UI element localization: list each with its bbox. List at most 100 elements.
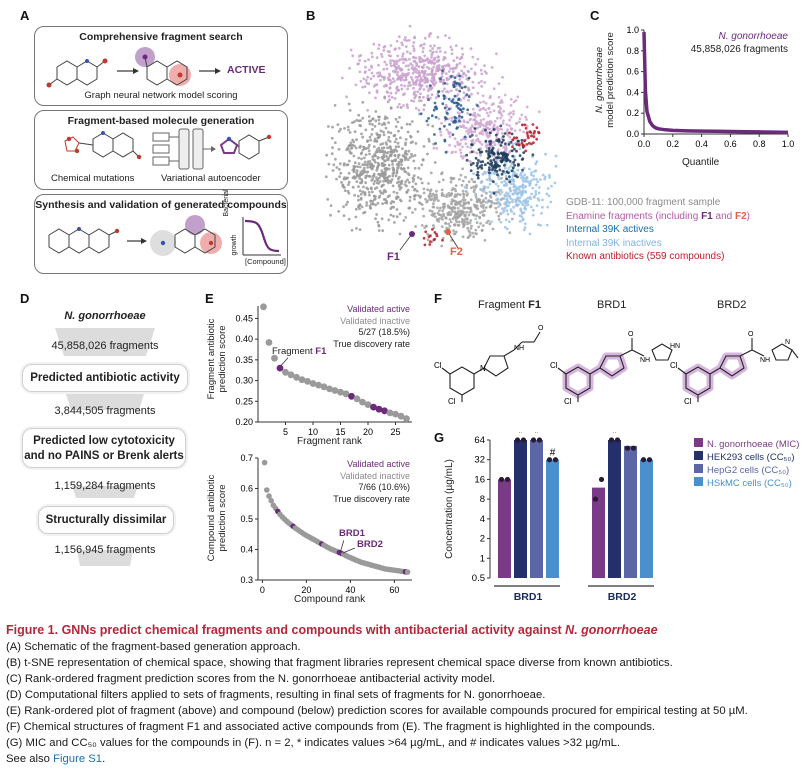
e-top-point-active: [381, 407, 388, 415]
panel-d-label: D: [20, 291, 30, 306]
e-top-annotation-prefix: Fragment: [272, 346, 316, 357]
g-group-label: BRD1: [514, 591, 543, 603]
box2-left-caption: Chemical mutations: [51, 173, 135, 184]
e-top-point-inactive: [282, 368, 289, 376]
g-bar: [640, 459, 653, 578]
box-fragment-search: Comprehensive fragment search ACTIVE Gra…: [34, 26, 288, 106]
g-legend-swatch-2: [694, 451, 703, 460]
g-ytick-label: 0.5: [472, 573, 485, 584]
e-bottom-xtick-label: 0: [260, 585, 265, 594]
e-top-ylabel: Fragment antibiotic prediction score: [206, 294, 228, 424]
box1-caption: Graph neural network model scoring: [84, 90, 238, 101]
e-top-point-inactive: [287, 371, 295, 379]
caption-title-plain: Figure 1. GNNs predict chemical fragment…: [6, 623, 566, 637]
g-bar: [592, 487, 605, 578]
g-replicate-point: [530, 437, 537, 443]
e-top-ylabel-1: Fragment antibiotic: [206, 318, 217, 400]
e-top-annotation: Fragment F1: [272, 346, 326, 357]
f1-o: O: [538, 325, 544, 332]
e-top-point-inactive: [342, 390, 350, 398]
c-ytick-label: 0.2: [626, 108, 639, 118]
e-top-ytick-label: 0.25: [235, 396, 253, 406]
e-top-ytick-label: 0.20: [235, 417, 253, 427]
g-ytick-label: 2: [480, 534, 485, 545]
c-ytick-label: 0.6: [626, 67, 639, 77]
legend-enamine: Enamine fragments (including F1 and F2): [566, 210, 750, 224]
legend-enamine-text: Enamine fragments (including: [566, 210, 702, 222]
g-bar: [498, 479, 511, 578]
e-top-point-inactive: [386, 409, 394, 417]
e-top-xtick-label: 25: [390, 427, 400, 437]
f2-point: [445, 229, 451, 235]
g-legend-text-3: HepG2 cells (CC₅₀): [707, 465, 790, 476]
g-replicate-point: [646, 457, 653, 463]
panel-e-label: E: [205, 291, 214, 306]
g-replicate-point: [536, 437, 543, 443]
panel-a-label: A: [20, 8, 30, 23]
legend-inactives: Internal 39K inactives: [566, 237, 662, 249]
f1-nh: NH: [514, 345, 524, 352]
box3-xlabel: [Compound]: [245, 257, 286, 266]
g-bar-mark: *: [535, 432, 539, 439]
legend-enamine-f2: F2: [735, 210, 747, 222]
panel-g-label: G: [434, 430, 445, 445]
d-filter-3: Structurally dissimilar: [38, 506, 174, 534]
g-legend-swatch-1: [694, 438, 703, 447]
caption-title: Figure 1. GNNs predict chemical fragment…: [6, 623, 658, 637]
box3-title: Synthesis and validation of generated co…: [35, 199, 287, 211]
g-bar-mark: *: [519, 432, 523, 439]
g-replicate-point: [598, 476, 605, 483]
e-bottom-point-inactive: [404, 569, 411, 575]
e-bottom-point-inactive: [261, 459, 268, 466]
f1-structure: [441, 331, 541, 402]
e-top-point-inactive: [403, 415, 410, 423]
box3-ylabel: Bacterial: [223, 183, 231, 223]
g-bar: [608, 440, 621, 578]
g-legend-item-2: HEK293 cells (CC₅₀): [694, 451, 799, 464]
e-bottom-xtick-label: 40: [345, 585, 355, 594]
c-xtick-label: 0.6: [724, 139, 737, 149]
e-bottom-legend-inactive: Validated inactive: [340, 470, 410, 481]
box2-schematic: [64, 128, 272, 170]
e-bottom-legend-active: Validated active: [347, 459, 410, 469]
legend-antibiotics: Known antibiotics (559 compounds): [566, 251, 725, 262]
figure-s1-link[interactable]: Figure S1: [53, 753, 103, 765]
brd2-highlight: [682, 352, 748, 399]
e-bottom-annotation-pointer-2: [342, 547, 355, 554]
c-ytick-label: 0.8: [626, 46, 639, 56]
e-top-point-inactive: [271, 354, 278, 362]
e-top-ytick-label: 0.35: [235, 355, 253, 365]
e-bottom-ytick-label: 0.4: [240, 545, 253, 555]
e-top-point-inactive: [309, 380, 317, 387]
brd2-nh: NH: [760, 357, 770, 364]
brd2-o: O: [748, 331, 754, 338]
g-bar-mark: *: [613, 432, 617, 439]
g-ylabel: Concentration (µg/mL): [444, 459, 455, 559]
brd1-nh: NH: [640, 357, 650, 364]
e-top-ylabel-2: prediction score: [217, 325, 228, 393]
e-bottom-point-inactive: [266, 493, 272, 499]
brd1-o: O: [628, 331, 634, 338]
e-top-ytick-label: 0.45: [235, 313, 253, 323]
brd1-hn: HN: [670, 343, 680, 350]
e-top-xtick-label: 10: [308, 427, 318, 437]
e-top-xtick-label: 15: [335, 427, 345, 437]
e-top-point-inactive: [359, 398, 366, 406]
f2-label: F2: [450, 246, 463, 258]
f1-label: F1: [387, 251, 400, 263]
f-structures: Cl Cl N NH O Cl Cl O NH HN: [434, 325, 799, 406]
tsne-plot: [324, 24, 558, 251]
caption-line-c: (C) Rank-ordered fragment prediction sco…: [6, 673, 496, 685]
f1-pointer: [399, 233, 413, 251]
g-replicate-point: [608, 437, 615, 443]
brd1-structure: [557, 338, 673, 402]
legend-enamine-f1: F1: [701, 210, 713, 222]
f-name-1-bold: F1: [528, 299, 541, 311]
e-top-point-inactive: [364, 401, 372, 408]
g-legend-text-2: HEK293 cells (CC₅₀): [707, 452, 795, 463]
caption-line-d: (D) Computational filters applied to set…: [6, 689, 546, 701]
c-legend-2: 45,858,026 fragments: [690, 43, 788, 55]
e-bottom-ytick-label: 0.3: [240, 575, 253, 585]
c-series-line: [642, 32, 789, 135]
c-xtick-label: 0.4: [695, 139, 708, 149]
